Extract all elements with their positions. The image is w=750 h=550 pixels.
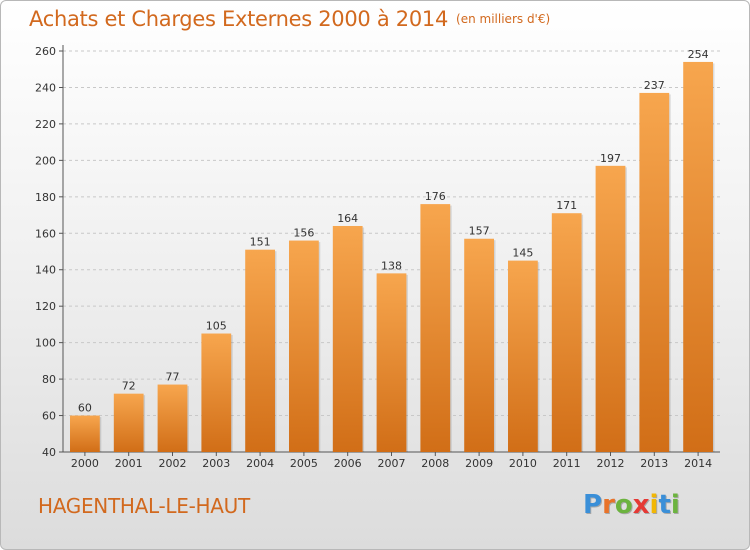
chart-title-text: Achats et Charges Externes 2000 à 2014 — [29, 7, 449, 31]
bar — [376, 273, 407, 452]
chart-unit-text: (en milliers d'€) — [456, 12, 551, 26]
y-tick-label: 100 — [35, 337, 56, 350]
bar — [639, 92, 670, 452]
logo-letter: x — [632, 490, 650, 520]
bar-value-label: 164 — [337, 212, 358, 225]
chart-title: Achats et Charges Externes 2000 à 2014 (e… — [29, 7, 550, 31]
x-tick-label: 2005 — [290, 457, 318, 470]
bars — [70, 61, 715, 452]
x-tick-label: 2000 — [71, 457, 99, 470]
location-name: HAGENTHAL-LE-HAUT — [38, 494, 250, 518]
bar-value-label: 197 — [600, 152, 621, 165]
y-tick-label: 200 — [35, 154, 56, 167]
logo-letter: r — [602, 490, 615, 520]
bar — [201, 333, 232, 452]
bar-value-label: 77 — [166, 371, 180, 384]
y-tick-label: 220 — [35, 118, 56, 131]
bar — [508, 260, 538, 452]
bar-value-label: 237 — [644, 79, 665, 92]
x-tick-label: 2014 — [684, 457, 712, 470]
y-tick-label: 40 — [42, 446, 56, 459]
bar-value-label: 157 — [469, 225, 490, 238]
bar — [70, 415, 100, 452]
bar — [245, 249, 275, 452]
bar — [157, 384, 188, 452]
bar-value-label: 60 — [78, 402, 92, 415]
labels: 40 60 80 100 120 140 160 180 200 220 240 260 60 2000 7… — [35, 45, 712, 470]
bar — [595, 165, 626, 452]
logo-letter: t — [658, 490, 671, 520]
y-tick-label: 120 — [35, 300, 56, 313]
x-tick-label: 2002 — [159, 457, 187, 470]
x-tick-label: 2010 — [509, 457, 537, 470]
y-tick-label: 80 — [42, 373, 56, 386]
y-tick-label: 240 — [35, 81, 56, 94]
bar-value-label: 105 — [206, 320, 227, 333]
bar — [420, 204, 451, 452]
bar-value-label: 145 — [512, 247, 533, 260]
x-tick-label: 2008 — [421, 457, 449, 470]
x-tick-label: 2007 — [378, 457, 406, 470]
bar-value-label: 138 — [381, 259, 402, 272]
bar-value-label: 176 — [425, 190, 446, 203]
bar-value-label: 171 — [556, 199, 577, 212]
logo-letter: i — [649, 490, 659, 520]
y-tick-label: 140 — [35, 264, 56, 277]
bar-value-label: 254 — [688, 48, 709, 61]
y-tick-label: 160 — [35, 227, 56, 240]
bar — [683, 61, 713, 452]
y-tick-label: 180 — [35, 191, 56, 204]
bar — [289, 240, 319, 452]
y-tick-label: 260 — [35, 45, 56, 58]
proxiti-logo: Proxiti — [583, 490, 680, 520]
x-tick-label: 2003 — [202, 457, 230, 470]
bar — [551, 213, 582, 452]
x-tick-label: 2012 — [597, 457, 625, 470]
logo-letter: o — [614, 490, 633, 520]
x-tick-label: 2009 — [465, 457, 493, 470]
bar-value-label: 151 — [250, 236, 271, 249]
logo-letter: i — [670, 490, 680, 520]
x-tick-label: 2001 — [115, 457, 143, 470]
bar — [464, 238, 494, 452]
logo-letter: P — [583, 490, 603, 520]
bar — [113, 393, 144, 452]
x-tick-label: 2006 — [334, 457, 362, 470]
y-tick-label: 60 — [42, 410, 56, 423]
x-tick-label: 2011 — [553, 457, 581, 470]
bar-value-label: 156 — [293, 227, 314, 240]
x-tick-label: 2013 — [640, 457, 668, 470]
bar — [332, 225, 363, 452]
bar-value-label: 72 — [122, 380, 136, 393]
x-tick-label: 2004 — [246, 457, 274, 470]
